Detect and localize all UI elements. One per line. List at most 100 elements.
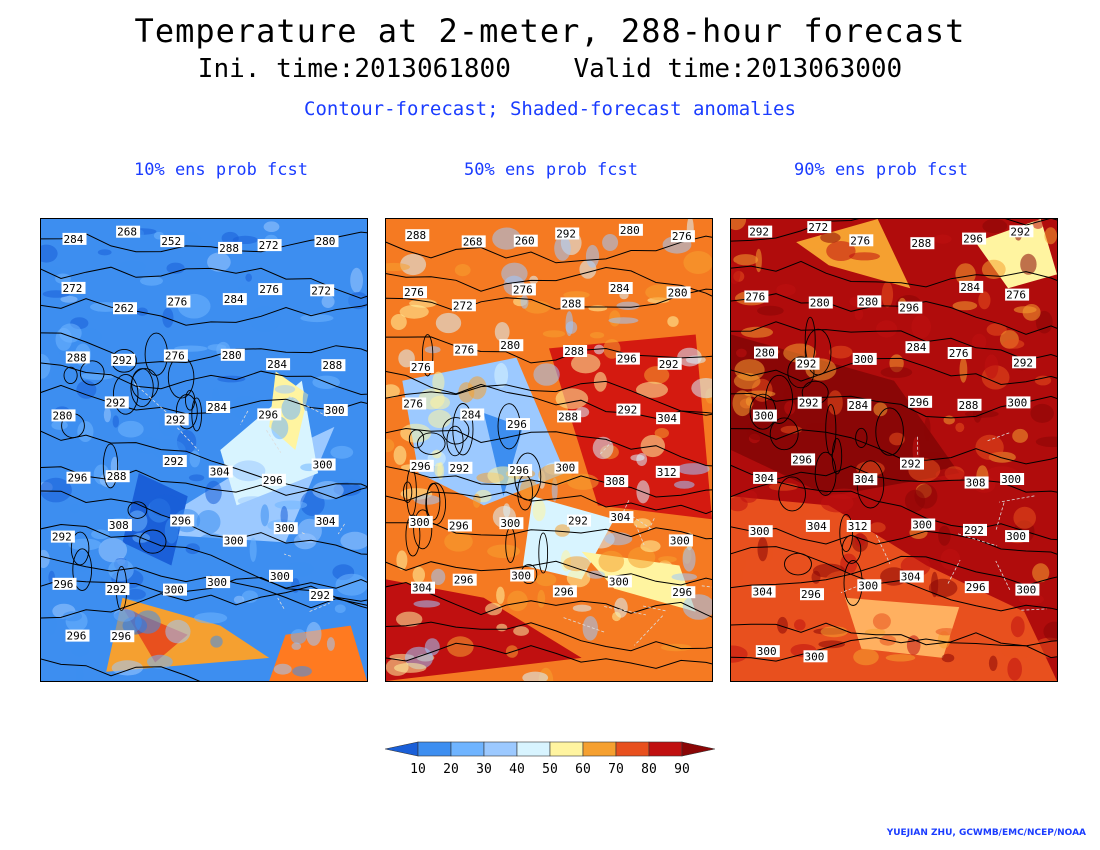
contour-label-text: 304 <box>901 571 921 584</box>
temperature-contour <box>731 357 1057 386</box>
state-boundary <box>995 560 1011 590</box>
contour-label-text: 292 <box>799 397 819 410</box>
contour-label-box <box>557 410 582 423</box>
contour-label: 284 <box>959 280 984 294</box>
contour-label: 300 <box>269 569 293 583</box>
contour-label-box <box>218 241 243 254</box>
contour-label-text: 292 <box>52 531 72 544</box>
contour-label: 296 <box>508 464 533 477</box>
contour-label: 276 <box>409 361 434 374</box>
contour-label: 300 <box>852 352 877 366</box>
contour-label-text: 300 <box>500 517 520 530</box>
contour-label: 312 <box>846 520 871 533</box>
contour-label-text: 312 <box>657 466 677 479</box>
contour-label-text: 272 <box>63 282 83 295</box>
state-boundary <box>876 534 891 564</box>
temperature-contour <box>731 260 1057 288</box>
contour-label: 284 <box>608 282 633 295</box>
temperature-contour <box>841 534 862 564</box>
anomaly-speckle <box>869 522 886 533</box>
anomaly-speckle <box>938 525 951 546</box>
anomaly-speckle <box>326 637 335 651</box>
state-boundary <box>957 533 998 547</box>
temperature-contour <box>41 430 367 491</box>
anomaly-speckle <box>147 654 173 669</box>
map-panel-90-percent: 292 272 276 288 296 292 276 280 280 296 284 276 280 2… <box>730 218 1058 682</box>
contour-label-box <box>615 352 640 365</box>
anomaly-speckle <box>1001 642 1033 659</box>
contour-label: 300 <box>1005 530 1030 543</box>
contour-label: 296 <box>800 588 824 601</box>
contour-label-box <box>847 398 872 411</box>
contour-label-box <box>609 511 634 524</box>
anomaly-speckle <box>757 305 784 316</box>
contour-label-text: 288 <box>558 410 578 423</box>
contour-label: 308 <box>107 519 132 532</box>
contour-label: 304 <box>411 581 435 595</box>
contour-label-box <box>853 473 878 486</box>
anomaly-speckle <box>119 260 146 273</box>
anomaly-speckle <box>542 330 566 338</box>
contour-label: 284 <box>62 232 87 246</box>
anomaly-speckle <box>588 305 608 312</box>
contour-label-text: 292 <box>749 226 769 239</box>
contour-label: 252 <box>160 235 185 248</box>
contour-label: 268 <box>116 225 141 239</box>
contour-label-text: 260 <box>515 235 535 248</box>
contour-label-text: 292 <box>964 524 984 537</box>
contour-label-box <box>451 299 476 312</box>
colorbar-tick-label: 40 <box>509 762 525 777</box>
contour-label: 280 <box>220 348 245 362</box>
contour-label: 284 <box>206 401 231 414</box>
contour-label: 304 <box>753 471 778 485</box>
anomaly-speckle <box>149 494 182 517</box>
contour-label: 292 <box>963 523 987 537</box>
contour-label-box <box>618 223 643 236</box>
state-boundary <box>299 531 305 535</box>
colorbar-swatch <box>615 741 650 757</box>
temperature-contour <box>413 509 433 550</box>
anomaly-speckle <box>487 544 521 559</box>
anomaly-speckle <box>435 312 462 334</box>
plot-description: Contour-forecast; Shaded-forecast anomal… <box>304 98 796 120</box>
anomaly-speckle <box>731 219 747 231</box>
contour-label-box <box>657 357 682 370</box>
contour-label: 300 <box>311 458 336 472</box>
temperature-contour <box>386 336 712 364</box>
contour-label-box <box>411 581 435 594</box>
contour-label-text: 300 <box>1007 396 1027 409</box>
anomaly-speckle <box>1035 310 1053 334</box>
contour-label: 292 <box>164 413 189 426</box>
anomaly-speckle <box>162 308 174 328</box>
anomaly-speckle <box>973 594 994 610</box>
contour-label-text: 276 <box>672 230 692 243</box>
anomaly-speckle <box>952 301 978 311</box>
contour-label-box <box>755 645 780 658</box>
contour-label-box <box>269 569 293 582</box>
anomaly-speckle <box>940 548 961 570</box>
contour-label-box <box>752 409 777 422</box>
anomaly-speckle <box>881 281 894 308</box>
anomaly-speckle <box>507 590 528 612</box>
anomaly-speckle <box>1030 403 1054 423</box>
anomaly-speckle <box>205 480 222 505</box>
state-boundary <box>643 605 666 612</box>
contour-label: 276 <box>744 290 769 304</box>
anomaly-speckle <box>520 478 538 500</box>
anomaly-speckle <box>494 322 510 342</box>
colorbar-tick-label: 80 <box>641 762 657 777</box>
contour-label: 292 <box>50 530 75 544</box>
contour-label-text: 276 <box>404 286 424 299</box>
anomaly-speckle <box>937 631 951 649</box>
contour-label-box <box>567 514 591 527</box>
anomaly-speckle <box>820 493 854 513</box>
contour-label-box <box>563 345 588 357</box>
anomaly-speckle <box>820 626 848 638</box>
contour-label-box <box>1015 583 1040 596</box>
anomaly-speckle <box>492 227 521 250</box>
contour-label-text: 280 <box>53 409 73 422</box>
contour-label: 276 <box>947 347 972 360</box>
contour-label: 288 <box>957 398 982 412</box>
contour-label-text: 296 <box>672 586 692 599</box>
temperature-contour <box>386 266 712 297</box>
